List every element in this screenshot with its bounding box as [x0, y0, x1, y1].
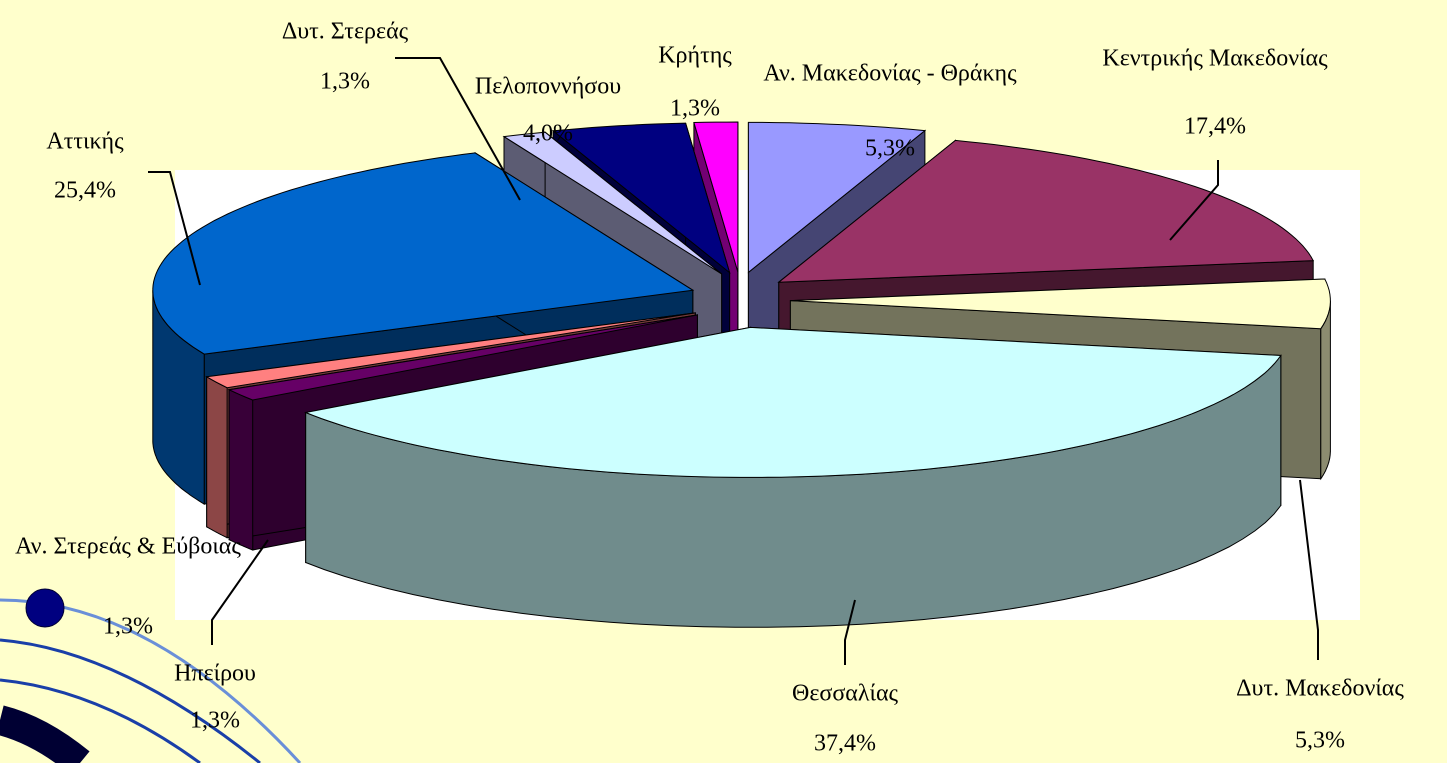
category-label: Αν. Μακεδονίας - Θράκης: [763, 61, 1017, 87]
category-label: Αν. Στερεάς & Εύβοιας: [15, 534, 241, 560]
value-label: 25,4%: [54, 178, 116, 204]
leader-line: [148, 171, 201, 286]
pie: [152, 121, 1331, 628]
decoration: [0, 598, 302, 763]
value-label: 17,4%: [1184, 114, 1246, 140]
value-label: 1,3%: [103, 614, 153, 640]
slice: [693, 121, 739, 273]
value-label: 1,3%: [320, 69, 370, 95]
slice: [551, 122, 731, 274]
slice-outer-side: [206, 375, 228, 539]
category-label: Κρήτης: [658, 43, 732, 69]
slice-outer-side: [228, 389, 254, 551]
swoosh: [0, 638, 261, 763]
slice: [303, 326, 1282, 628]
category-label: Δυτ. Μακεδονίας: [1236, 676, 1404, 702]
leader-line: [211, 539, 269, 645]
labels: Αν. Μακεδονίας - Θράκης 5,3% Κεντρικής Μακ…: [15, 19, 1404, 757]
category-label: Κεντρικής Μακεδονίας: [1102, 46, 1328, 72]
slice: [227, 314, 698, 401]
slice: [777, 139, 1315, 283]
leader-line: [395, 57, 521, 201]
slice: [205, 312, 696, 389]
slice: [303, 326, 1282, 478]
leader-line: [1299, 479, 1319, 660]
slice: [747, 121, 927, 274]
value-label: 1,3%: [670, 96, 720, 122]
slice: [790, 278, 1331, 330]
category-label: Δυτ. Στερεάς: [282, 19, 409, 45]
value-label: 37,4%: [814, 731, 876, 757]
value-label: 4,0%: [523, 121, 573, 147]
category-label: Αττικής: [46, 129, 124, 155]
value-label: 5,3%: [865, 136, 915, 162]
leader-line: [844, 599, 856, 665]
category-label: Πελοποννήσου: [475, 74, 621, 100]
slice: [502, 131, 722, 275]
swoosh: [0, 705, 90, 763]
value-label: 5,3%: [1295, 728, 1345, 754]
category-label: Θεσσαλίας: [792, 681, 899, 707]
value-label: 1,3%: [190, 708, 240, 734]
swoosh: [0, 678, 201, 763]
bullet: [25, 588, 65, 628]
leader-line: [1169, 160, 1219, 241]
category-label: Ηπείρου: [174, 661, 256, 687]
